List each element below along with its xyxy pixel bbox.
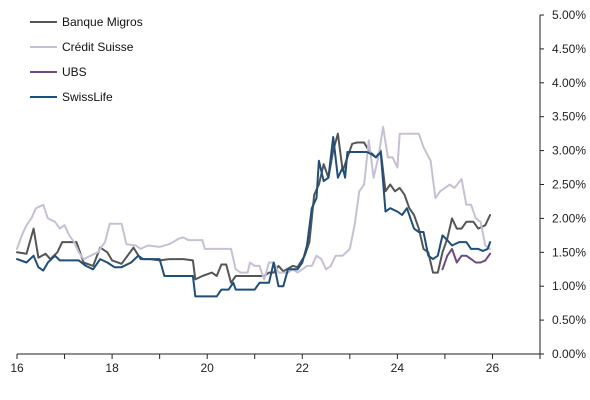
x-axis-ticks: 16 18 20 22 24 26: [10, 354, 541, 375]
series-layer: [16, 125, 492, 298]
series-line-ubs: [441, 247, 492, 271]
y-tick-label: 3.00%: [552, 144, 586, 158]
series-line-swisslife: [16, 136, 492, 298]
legend: Banque Migros Crédit Suisse UBS SwissLife: [30, 15, 143, 104]
y-tick-label: 4.00%: [552, 76, 586, 90]
axis-layer: [17, 15, 541, 355]
legend-label-credit-suisse: Crédit Suisse: [62, 40, 134, 54]
y-tick-label: 3.50%: [552, 110, 586, 124]
x-tick-label: 24: [391, 361, 405, 375]
legend-label-ubs: UBS: [62, 65, 87, 79]
series-line-banque-migros: [16, 132, 492, 284]
y-tick-label: 1.50%: [552, 245, 586, 259]
x-tick-label: 20: [201, 361, 215, 375]
y-tick-label: 0.00%: [552, 347, 586, 361]
y-tick-label: 2.00%: [552, 211, 586, 225]
x-tick-label: 16: [10, 361, 24, 375]
y-tick-label: 4.50%: [552, 42, 586, 56]
series-line-credit-suisse: [16, 125, 492, 281]
x-tick-label: 22: [296, 361, 310, 375]
legend-label-swisslife: SwissLife: [62, 90, 113, 104]
y-tick-label: 5.00%: [552, 8, 586, 22]
y-tick-label: 0.50%: [552, 313, 586, 327]
legend-label-banque-migros: Banque Migros: [62, 15, 143, 29]
y-tick-label: 1.00%: [552, 279, 586, 293]
x-tick-label: 26: [486, 361, 500, 375]
y-axis-ticks: 0.00% 0.50% 1.00% 1.50% 2.00% 2.50% 3.00% 3.50%…: [540, 8, 586, 361]
y-tick-label: 2.50%: [552, 178, 586, 192]
x-tick-label: 18: [105, 361, 119, 375]
